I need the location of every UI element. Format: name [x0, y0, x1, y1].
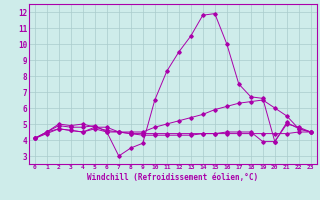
X-axis label: Windchill (Refroidissement éolien,°C): Windchill (Refroidissement éolien,°C)	[87, 173, 258, 182]
